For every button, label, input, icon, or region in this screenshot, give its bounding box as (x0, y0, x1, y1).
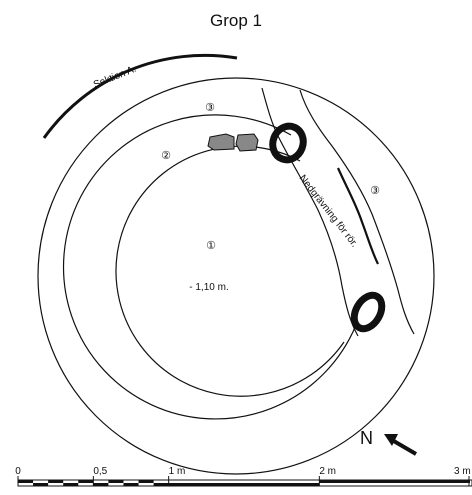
trench-label: Nedgrävning för rör. (297, 173, 360, 249)
scale-fine-segment (18, 480, 33, 483)
pipe-lower-icon (349, 290, 388, 333)
scale-fine-segment (108, 480, 123, 483)
scale-coarse-segment (319, 480, 470, 483)
layer-1-label: ① (206, 240, 216, 252)
scale-tick-label: 1 m (169, 466, 186, 477)
scale-tick-label: 2 m (319, 466, 336, 477)
pit-outer-boundary (38, 78, 434, 474)
scale-fine-segment (139, 480, 154, 483)
stone-left (208, 134, 234, 150)
scale-fine-segment (78, 480, 93, 483)
north-label: N (360, 428, 373, 448)
trench-west-edge (262, 88, 358, 336)
stone-right (236, 134, 258, 151)
north-arrow-icon (384, 434, 416, 454)
scale-fine-segment (63, 483, 78, 486)
scale-fine-segment (123, 483, 138, 486)
plan-title: Grop 1 (210, 11, 262, 30)
scale-fine-segment (33, 483, 48, 486)
scale-fine-segment (93, 483, 108, 486)
scale-tick-label: 0 (15, 466, 21, 477)
scale-fine-segment (154, 483, 169, 486)
section-a-arc (44, 55, 237, 138)
layer-3-left-label: ③ (205, 102, 215, 114)
scale-coarse-segment (169, 483, 320, 486)
depth-label: - 1,10 m. (189, 282, 228, 293)
scale-tick-label: 0,5 (93, 466, 107, 477)
trench-disturbed-edge (338, 168, 378, 264)
scale-bar: 0 0,5 1 m 2 m 3 m (15, 466, 472, 486)
scale-tick-label: 3 m (454, 466, 471, 477)
layer-2-label: ② (161, 150, 171, 162)
layer-3-right-label: ③ (370, 185, 380, 197)
section-a-label: Sektion A. (92, 64, 138, 91)
scale-fine-segment (48, 480, 63, 483)
